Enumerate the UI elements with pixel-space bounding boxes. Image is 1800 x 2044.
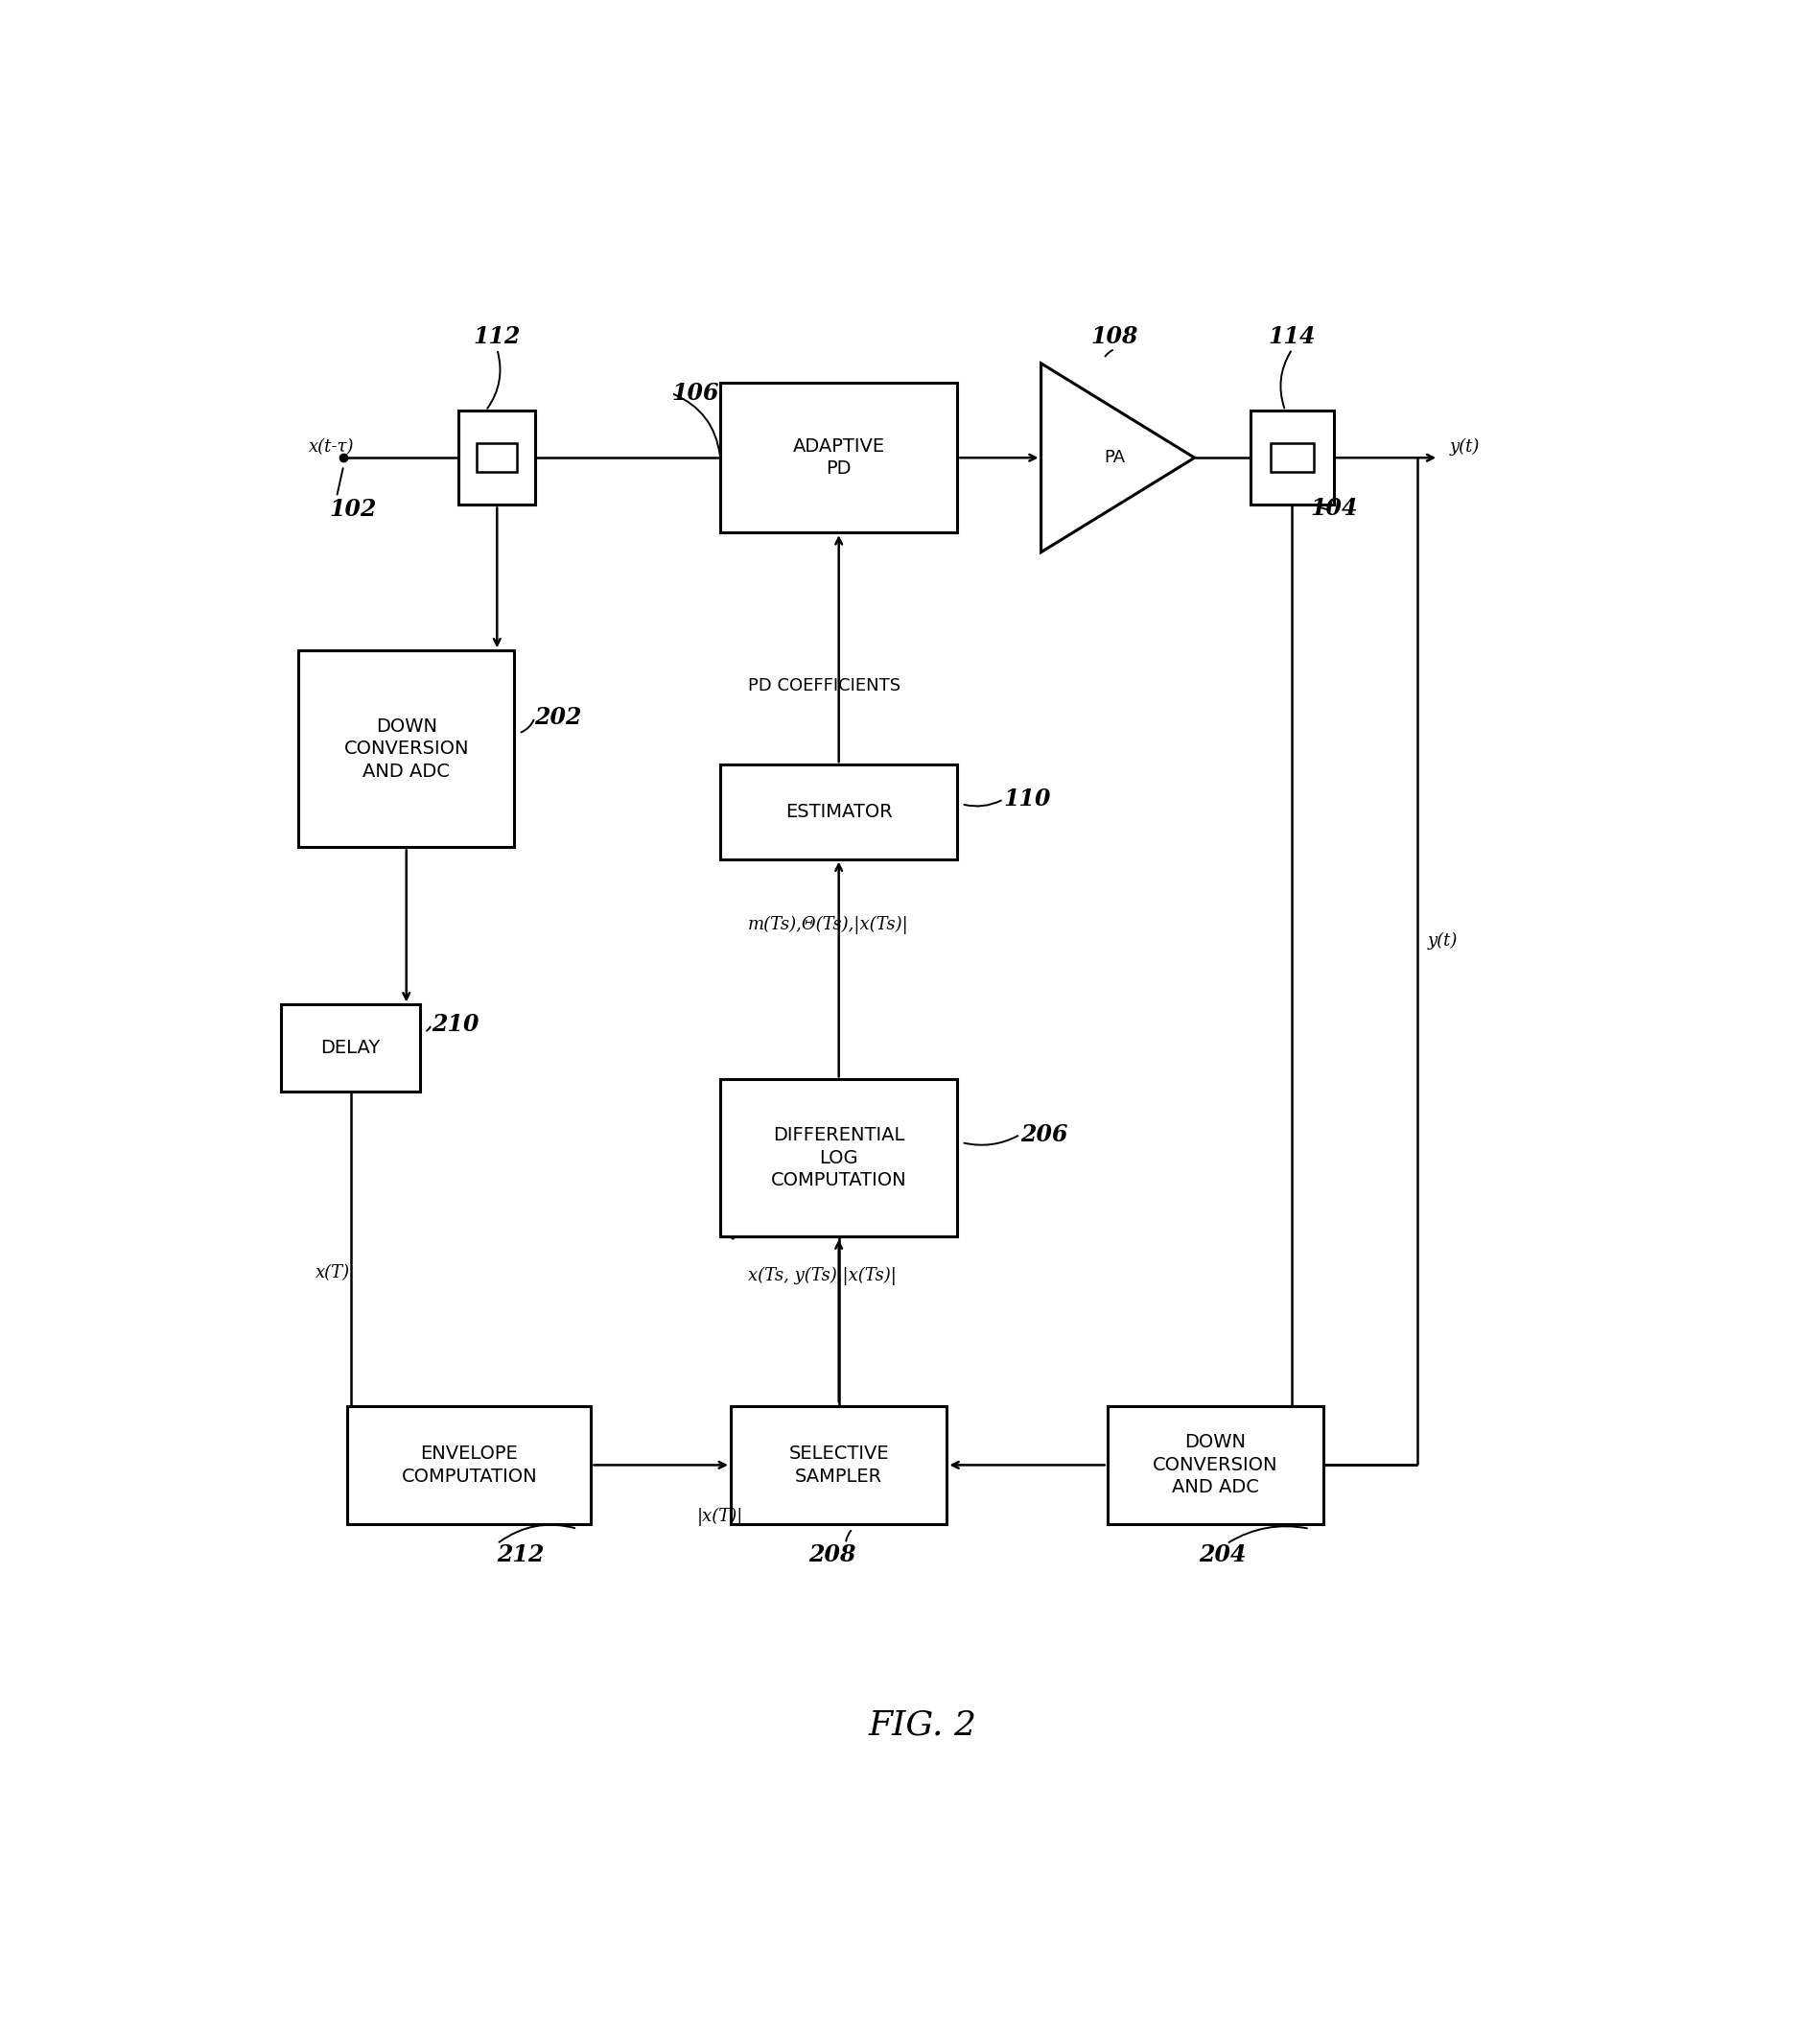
Text: DELAY: DELAY xyxy=(320,1038,380,1057)
Bar xyxy=(720,382,958,533)
Text: ESTIMATOR: ESTIMATOR xyxy=(785,803,893,822)
Bar xyxy=(720,764,958,858)
Bar xyxy=(1251,411,1334,505)
Text: 114: 114 xyxy=(1269,325,1316,347)
Text: x(t-τ): x(t-τ) xyxy=(308,437,355,456)
Bar xyxy=(731,1406,947,1525)
Text: DIFFERENTIAL
LOG
COMPUTATION: DIFFERENTIAL LOG COMPUTATION xyxy=(770,1126,907,1190)
Text: 102: 102 xyxy=(329,499,376,521)
Text: FIG. 2: FIG. 2 xyxy=(868,1709,977,1741)
Text: m(Ts),Θ(Ts),|x(Ts)|: m(Ts),Θ(Ts),|x(Ts)| xyxy=(749,916,909,934)
Text: 106: 106 xyxy=(671,382,718,405)
Bar xyxy=(347,1406,590,1525)
Bar xyxy=(720,1079,958,1237)
Text: 206: 206 xyxy=(1021,1122,1067,1147)
Text: y(t): y(t) xyxy=(1449,437,1480,456)
Text: 204: 204 xyxy=(1199,1543,1246,1566)
Text: ADAPTIVE
PD: ADAPTIVE PD xyxy=(792,437,886,478)
Text: SELECTIVE
SAMPLER: SELECTIVE SAMPLER xyxy=(788,1445,889,1486)
Text: 108: 108 xyxy=(1091,325,1139,347)
Text: 202: 202 xyxy=(535,705,581,730)
Text: 110: 110 xyxy=(1003,787,1051,811)
Text: ENVELOPE
COMPUTATION: ENVELOPE COMPUTATION xyxy=(401,1445,536,1486)
Text: PA: PA xyxy=(1105,450,1125,466)
Text: 208: 208 xyxy=(808,1543,855,1566)
Bar xyxy=(281,1006,421,1091)
Bar xyxy=(1271,444,1314,472)
Text: PD COEFFICIENTS: PD COEFFICIENTS xyxy=(749,677,900,695)
Text: 210: 210 xyxy=(432,1014,479,1036)
Text: x(Ts, y(Ts),|x(Ts)|: x(Ts, y(Ts),|x(Ts)| xyxy=(749,1267,896,1286)
Text: DOWN
CONVERSION
AND ADC: DOWN CONVERSION AND ADC xyxy=(1152,1433,1278,1496)
Text: 104: 104 xyxy=(1310,497,1357,519)
Text: 212: 212 xyxy=(497,1543,544,1566)
Text: x(T): x(T) xyxy=(315,1265,351,1282)
Bar xyxy=(1107,1406,1323,1525)
Text: DOWN
CONVERSION
AND ADC: DOWN CONVERSION AND ADC xyxy=(344,717,470,781)
Bar xyxy=(477,444,517,472)
Text: y(t): y(t) xyxy=(1427,932,1458,950)
Bar xyxy=(459,411,535,505)
Bar xyxy=(299,650,515,848)
Polygon shape xyxy=(1040,364,1195,552)
Text: 112: 112 xyxy=(473,325,520,347)
Text: |x(T)|: |x(T)| xyxy=(697,1508,743,1527)
